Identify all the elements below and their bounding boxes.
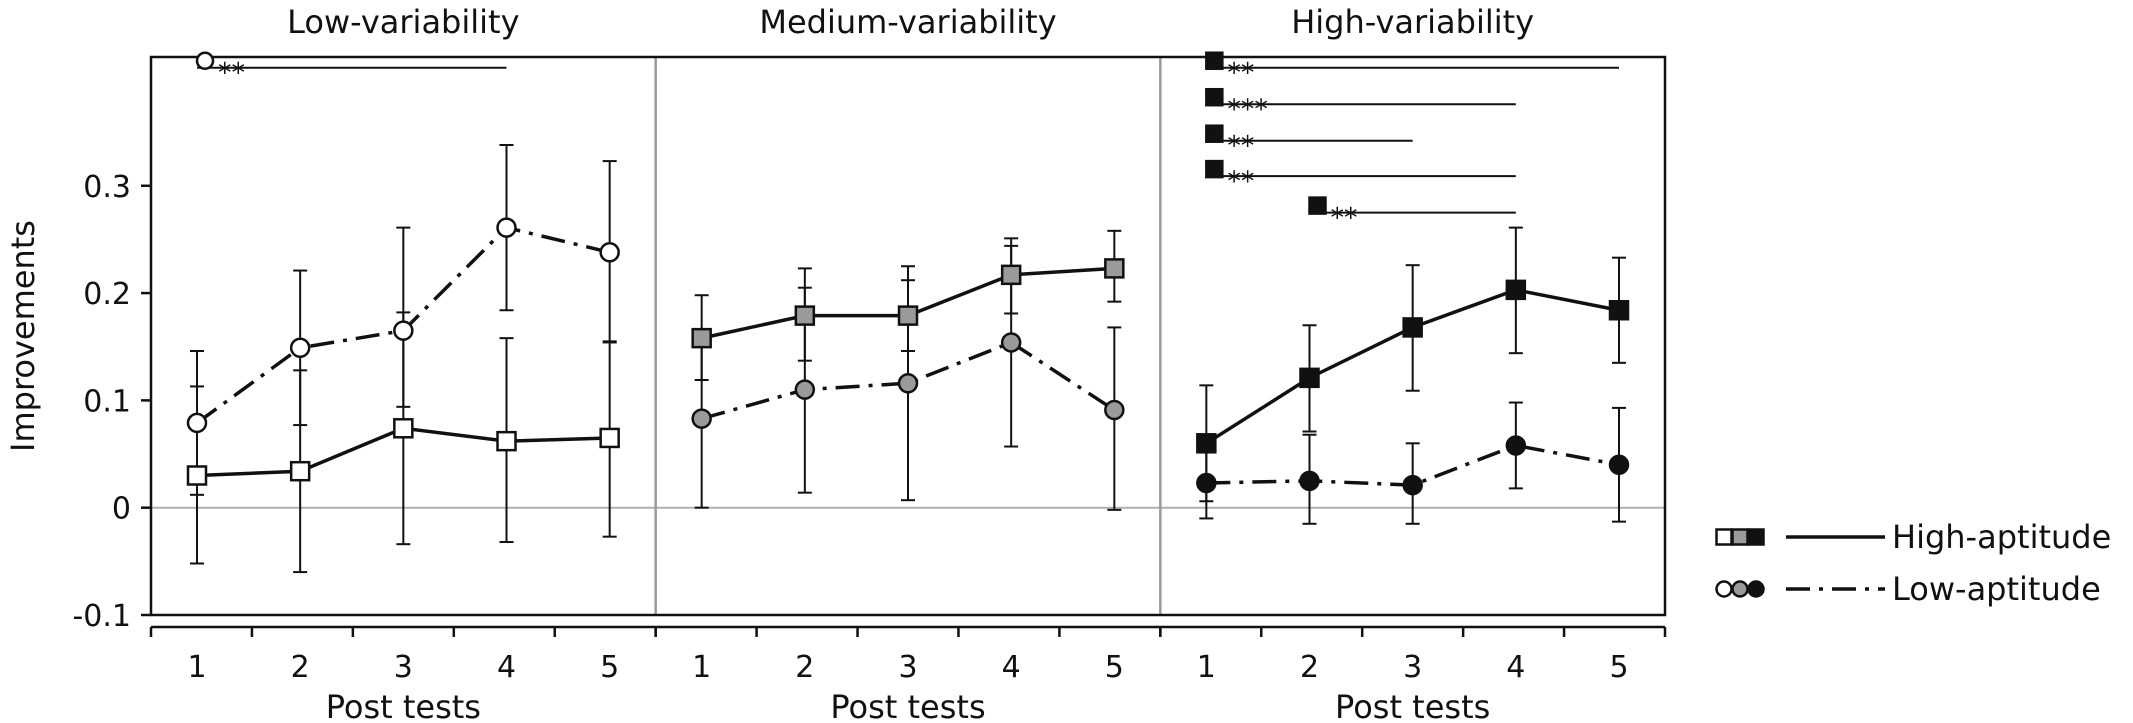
legend-low-aptitude-marker <box>1731 580 1749 598</box>
panel-2-x-axis-label: Post tests <box>830 688 985 723</box>
panel-2-high-aptitude-point <box>1104 258 1125 279</box>
legend-low-aptitude-marker <box>1715 580 1733 598</box>
panel-2-high-aptitude-point <box>897 305 919 326</box>
x-tick-label: 5 <box>1609 650 1628 685</box>
x-tick-label: 3 <box>1403 650 1422 685</box>
panel-3-low-aptitude-point <box>1196 472 1217 494</box>
panel-3-high-aptitude-point <box>1608 299 1630 321</box>
panel-3-title: High-variability <box>1291 3 1534 41</box>
panel-3-significance-stars: ** <box>1331 203 1358 234</box>
panel-3-high-aptitude-point <box>1299 367 1320 389</box>
panel-1-low-aptitude-point <box>496 217 517 238</box>
y-axis-label: Improvements <box>4 220 42 452</box>
panel-3-significance-stars: ** <box>1227 58 1254 89</box>
panel-3-significance-marker <box>1308 196 1327 215</box>
y-tick-label: 0 <box>112 492 131 527</box>
panel-3-low-aptitude-point <box>1299 470 1320 492</box>
panel-3-significance-marker <box>1205 87 1224 107</box>
x-tick-label: 2 <box>291 650 310 685</box>
x-tick-label: 4 <box>1002 650 1021 685</box>
panel-3-high-aptitude-point <box>1196 433 1217 454</box>
x-tick-label: 1 <box>1197 650 1216 685</box>
panel-1-title: Low-variability <box>287 3 519 41</box>
x-tick-label: 1 <box>692 650 711 685</box>
panel-3-low-aptitude-point <box>1402 474 1423 496</box>
panel-1-x-axis-label: Post tests <box>326 688 481 723</box>
x-tick-label: 5 <box>1105 650 1124 685</box>
panel-3-significance-marker <box>1205 124 1224 143</box>
legend-low-aptitude-marker <box>1747 580 1765 598</box>
legend-low-aptitude-label: Low-aptitude <box>1892 570 2101 608</box>
panel-3-significance-stars: *** <box>1227 94 1268 125</box>
panel-2-high-aptitude-point <box>794 305 816 326</box>
panel-2-high-aptitude-point <box>691 327 712 349</box>
y-tick-label: -0.1 <box>72 599 131 634</box>
panel-1-high-aptitude-point <box>289 460 311 482</box>
legend-high-aptitude-marker <box>1715 528 1733 546</box>
panel-1-low-aptitude-point <box>393 320 414 341</box>
y-tick-label: 0.3 <box>83 170 131 205</box>
panel-2-low-aptitude-point <box>1000 332 1022 353</box>
panel-3-x-axis-label: Post tests <box>1335 688 1490 723</box>
legend-high-aptitude-marker <box>1747 528 1765 546</box>
x-tick-label: 4 <box>497 650 516 685</box>
panel-3-low-aptitude-point <box>1505 435 1527 456</box>
y-tick-label: 0.2 <box>83 277 131 312</box>
panel-2-high-aptitude-point <box>1000 264 1022 286</box>
panel-3-high-aptitude-point <box>1402 317 1423 338</box>
panel-1-high-aptitude-point <box>599 427 620 449</box>
panel-1-low-aptitude-point <box>186 412 208 434</box>
panel-3-significance-stars: ** <box>1227 131 1254 162</box>
panel-3-high-aptitude-point <box>1505 279 1527 301</box>
panel-2-low-aptitude-point <box>1104 399 1125 421</box>
panel-1-significance-stars: ** <box>218 58 245 89</box>
panel-2-title: Medium-variability <box>759 3 1056 41</box>
legend-high-aptitude-marker <box>1731 528 1749 546</box>
panel-2-low-aptitude-point <box>691 408 712 429</box>
plot-frame <box>149 55 1667 617</box>
legend-high-aptitude-label: High-aptitude <box>1892 518 2111 556</box>
y-tick-label: 0.1 <box>83 384 131 419</box>
panel-1-significance-marker <box>195 51 215 70</box>
panel-1-high-aptitude-point <box>393 418 414 439</box>
panel-1-high-aptitude-point <box>186 465 208 486</box>
x-tick-label: 1 <box>187 650 206 685</box>
panel-1-low-aptitude-point <box>599 242 620 263</box>
panel-3-significance-stars: ** <box>1227 166 1254 197</box>
panel-3-significance-marker <box>1205 159 1224 179</box>
x-tick-label: 5 <box>600 650 619 685</box>
panel-3-significance-marker <box>1205 51 1224 70</box>
panel-2-low-aptitude-point <box>794 379 816 400</box>
x-tick-label: 3 <box>394 650 413 685</box>
x-tick-label: 4 <box>1506 650 1525 685</box>
panel-1-low-aptitude-point <box>289 337 311 359</box>
panel-2-low-aptitude-point <box>897 372 919 394</box>
panel-3-low-aptitude-point <box>1608 454 1630 476</box>
x-tick-label: 2 <box>795 650 814 685</box>
x-tick-label: 2 <box>1300 650 1319 685</box>
panel-1-high-aptitude-point <box>496 430 517 452</box>
x-tick-label: 3 <box>898 650 917 685</box>
